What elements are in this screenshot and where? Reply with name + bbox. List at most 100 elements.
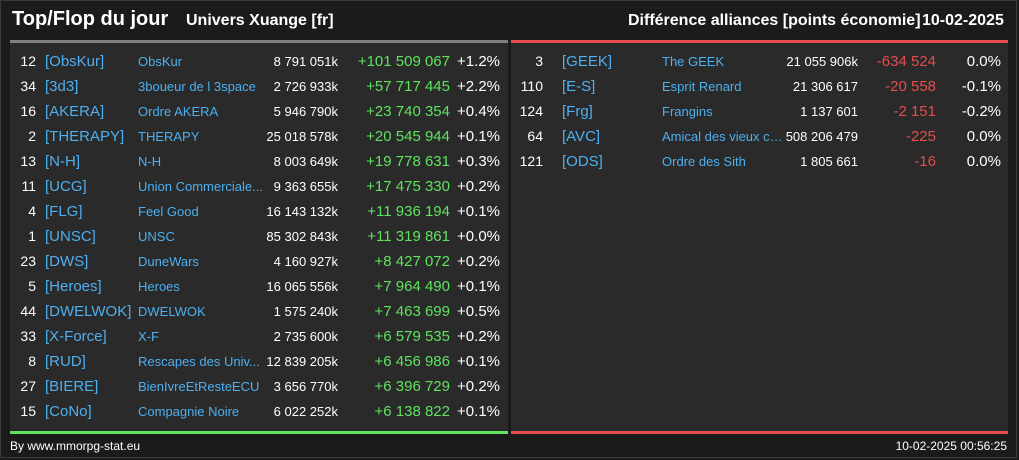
table-row: 5 [Heroes] Heroes 16 065 556k +7 964 490 +0.1…	[10, 276, 508, 301]
percent-change: +0.0%	[457, 228, 500, 245]
alliance-name-link[interactable]: Union Commerciale...	[138, 179, 263, 194]
point-difference: +6 579 535	[374, 328, 451, 345]
alliance-name-link[interactable]: Ordre des Sith	[662, 154, 746, 169]
alliance-name-link[interactable]: THERAPY	[138, 129, 200, 144]
report-date: 10-02-2025	[922, 12, 1004, 29]
table-row: 121 [ODS] Ordre des Sith 1 805 661 -16 0.0%	[511, 151, 1008, 176]
alliance-rank: 5	[28, 278, 36, 294]
percent-change: +0.2%	[457, 328, 500, 345]
table-row: 12 [ObsKur] ObsKur 8 791 051k +101 509 067 +1…	[10, 51, 508, 76]
alliance-tag-link[interactable]: [RUD]	[45, 353, 86, 370]
alliance-rank: 3	[535, 53, 543, 69]
alliance-name-link[interactable]: Frangins	[662, 104, 713, 119]
point-difference: +11 936 194	[367, 203, 450, 220]
alliance-tag-link[interactable]: [N-H]	[45, 153, 80, 170]
alliance-name-link[interactable]: The GEEK	[662, 54, 725, 69]
percent-change: +0.5%	[457, 303, 500, 320]
alliance-tag-link[interactable]: [X-Force]	[45, 328, 107, 345]
table-row: 23 [DWS] DuneWars 4 160 927k +8 427 072 +0.2%	[10, 251, 508, 276]
percent-change: +0.3%	[457, 153, 500, 170]
table-row: 44 [DWELWOK] DWELWOK 1 575 240k +7 463 699 +0…	[10, 301, 508, 326]
alliance-name-link[interactable]: Heroes	[138, 279, 180, 294]
alliance-name-link[interactable]: DWELWOK	[138, 304, 206, 319]
table-row: 1 [UNSC] UNSC 85 302 843k +11 319 861 +0.0%	[10, 226, 508, 251]
percent-change: +2.2%	[457, 78, 500, 95]
alliance-rank: 4	[28, 203, 36, 219]
alliance-tag-link[interactable]: [FLG]	[45, 203, 83, 220]
alliance-rank: 34	[20, 78, 36, 94]
alliance-tag-link[interactable]: [THERAPY]	[45, 128, 125, 145]
alliance-tag-link[interactable]: [UCG]	[45, 178, 87, 195]
percent-change: 0.0%	[966, 153, 1001, 170]
alliance-points: 12 839 205k	[266, 354, 338, 369]
alliance-points: 1 137 601	[800, 104, 858, 119]
table-row: 8 [RUD] Rescapes des Univ... 12 839 205k +6 …	[10, 351, 508, 376]
alliance-name-link[interactable]: BienIvreEtResteECU	[138, 379, 260, 394]
alliance-name-link[interactable]: Amical des vieux co...	[662, 129, 786, 144]
alliance-name-link[interactable]: 3boueur de l 3space	[138, 79, 256, 94]
alliance-points: 1 805 661	[800, 154, 858, 169]
table-row: 16 [AKERA] Ordre AKERA 5 946 790k +23 740 35…	[10, 101, 508, 126]
alliance-name-link[interactable]: Feel Good	[138, 204, 199, 219]
flop-panel: 3 [GEEK] The GEEK 21 055 906k -634 524 0.0% 11…	[511, 40, 1008, 434]
alliance-name-link[interactable]: Esprit Renard	[662, 79, 742, 94]
point-difference: +20 545 944	[366, 128, 450, 145]
alliance-rank: 23	[20, 253, 36, 269]
alliance-points: 4 160 927k	[273, 254, 338, 269]
alliance-tag-link[interactable]: [AKERA]	[45, 103, 105, 120]
point-difference: +19 778 631	[366, 153, 450, 170]
alliance-points: 25 018 578k	[266, 129, 338, 144]
percent-change: -0.1%	[961, 78, 1001, 95]
alliance-name-link[interactable]: ObsKur	[138, 54, 183, 69]
alliance-rank: 16	[20, 103, 36, 119]
alliance-rank: 11	[21, 178, 36, 194]
alliance-tag-link[interactable]: [ObsKur]	[45, 53, 105, 70]
point-difference: +23 740 354	[366, 103, 450, 120]
alliance-rank: 15	[20, 403, 36, 419]
alliance-tag-link[interactable]: [E-S]	[562, 78, 596, 95]
alliance-tag-link[interactable]: [3d3]	[45, 78, 79, 95]
alliance-tag-link[interactable]: [AVC]	[562, 128, 601, 145]
alliance-name-link[interactable]: UNSC	[138, 229, 175, 244]
percent-change: +0.1%	[457, 403, 500, 420]
generated-timestamp: 10-02-2025 00:56:25	[895, 439, 1007, 453]
percent-change: +0.1%	[457, 128, 500, 145]
alliance-name-link[interactable]: Ordre AKERA	[138, 104, 219, 119]
universe-label: Univers Xuange [fr]	[186, 12, 334, 29]
table-row: 11 [UCG] Union Commerciale... 9 363 655k +17…	[10, 176, 508, 201]
alliance-tag-link[interactable]: [DWELWOK]	[45, 303, 132, 320]
alliance-rank: 13	[20, 153, 36, 169]
alliance-points: 21 055 906k	[786, 54, 858, 69]
percent-change: +0.1%	[457, 203, 500, 220]
header: Top/Flop du jour Univers Xuange [fr] Dif…	[0, 0, 1019, 40]
alliance-points: 5 946 790k	[273, 104, 338, 119]
alliance-name-link[interactable]: DuneWars	[138, 254, 199, 269]
percent-change: +0.2%	[457, 178, 500, 195]
alliance-points: 85 302 843k	[266, 229, 338, 244]
alliance-name-link[interactable]: N-H	[138, 154, 162, 169]
alliance-tag-link[interactable]: [BIERE]	[45, 378, 99, 395]
alliance-name-link[interactable]: X-F	[138, 329, 159, 344]
alliance-tag-link[interactable]: [UNSC]	[45, 228, 96, 245]
alliance-tag-link[interactable]: [DWS]	[45, 253, 89, 270]
table-row: 124 [Frg] Frangins 1 137 601 -2 151 -0.2%	[511, 101, 1008, 126]
alliance-rank: 44	[20, 303, 36, 319]
alliance-tag-link[interactable]: [Frg]	[562, 103, 593, 120]
alliance-tag-link[interactable]: [CoNo]	[45, 403, 92, 420]
alliance-rank: 121	[519, 153, 543, 169]
alliance-tag-link[interactable]: [Heroes]	[45, 278, 102, 295]
table-row: 34 [3d3] 3boueur de l 3space 2 726 933k +57 …	[10, 76, 508, 101]
alliance-points: 8 791 051k	[273, 54, 338, 69]
alliance-tag-link[interactable]: [ODS]	[562, 153, 603, 170]
percent-change: +1.2%	[457, 53, 500, 70]
alliance-points: 3 656 770k	[273, 379, 338, 394]
alliance-tag-link[interactable]: [GEEK]	[562, 53, 613, 70]
point-difference: +6 138 822	[374, 403, 451, 420]
alliance-name-link[interactable]: Compagnie Noire	[138, 404, 240, 419]
point-difference: -225	[905, 128, 936, 145]
alliance-points: 1 575 240k	[273, 304, 338, 319]
alliance-name-link[interactable]: Rescapes des Univ...	[138, 354, 260, 369]
point-difference: +57 717 445	[366, 78, 450, 95]
point-difference: +101 509 067	[357, 53, 450, 70]
